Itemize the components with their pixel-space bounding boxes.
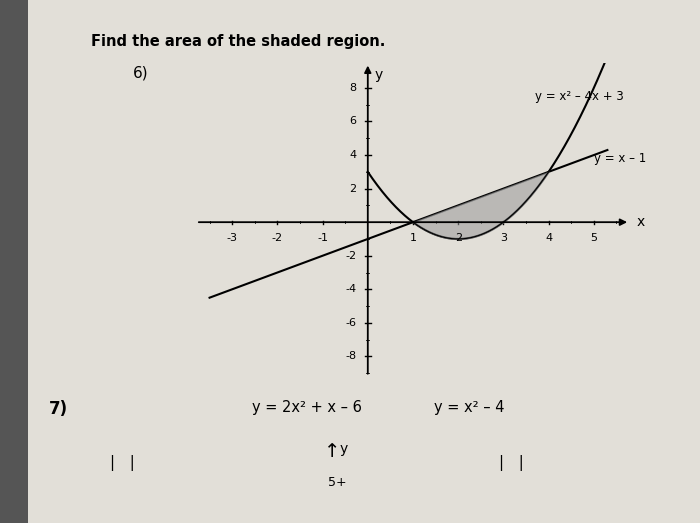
Text: y = x² – 4x + 3: y = x² – 4x + 3: [535, 90, 624, 103]
Text: -4: -4: [345, 285, 356, 294]
Text: y = 2x² + x – 6: y = 2x² + x – 6: [252, 400, 362, 415]
Text: 2: 2: [349, 184, 356, 194]
Text: -8: -8: [345, 351, 356, 361]
Text: |   |: | |: [110, 455, 135, 471]
Text: -6: -6: [346, 318, 356, 328]
Text: |   |: | |: [498, 455, 524, 471]
Text: 7): 7): [49, 400, 68, 418]
Text: 6: 6: [349, 117, 356, 127]
Text: y: y: [340, 442, 348, 456]
Text: 4: 4: [349, 150, 356, 160]
Text: ↑: ↑: [324, 442, 341, 461]
Text: 8: 8: [349, 83, 356, 93]
Text: 5+: 5+: [328, 476, 346, 489]
Text: 6): 6): [133, 65, 148, 81]
Text: 3: 3: [500, 233, 507, 243]
Text: 4: 4: [545, 233, 552, 243]
Text: x: x: [637, 215, 645, 229]
Text: 2: 2: [454, 233, 462, 243]
Text: y: y: [374, 68, 383, 82]
Text: 5: 5: [590, 233, 597, 243]
Text: -1: -1: [317, 233, 328, 243]
Text: -3: -3: [227, 233, 238, 243]
Text: y = x – 1: y = x – 1: [594, 152, 646, 165]
Text: -2: -2: [345, 251, 356, 261]
Text: Find the area of the shaded region.: Find the area of the shaded region.: [91, 34, 386, 49]
Text: y = x² – 4: y = x² – 4: [434, 400, 505, 415]
Text: 1: 1: [410, 233, 416, 243]
Text: -2: -2: [272, 233, 283, 243]
